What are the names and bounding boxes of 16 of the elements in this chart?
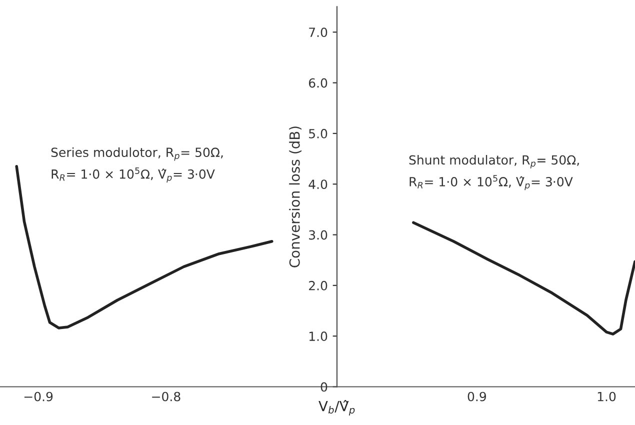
y-tick-label: 4.0 xyxy=(308,180,328,190)
x-tick-label: −0.8 xyxy=(152,392,180,402)
y-tick-label: 6.0 xyxy=(308,78,328,88)
y-tick-label: 2.0 xyxy=(309,280,328,290)
y-tick-label: 7.0 xyxy=(309,28,328,38)
x-tick-label: −0.9 xyxy=(24,392,53,402)
line-series xyxy=(412,221,635,336)
y-tick-label: 5.0 xyxy=(309,128,328,138)
y-tick-label: 3.0 xyxy=(309,230,328,240)
text: Shunt modulator, R$_{p}$= 50Ω, R$_{R}$= 1·0 × 10$^{5}$Ω, V̂$_{p}$= 3·0V xyxy=(409,154,579,190)
x-axis-title: V$_{b}$/V̂$_{p}$ xyxy=(318,400,355,416)
x-tick-label: 0.9 xyxy=(468,392,486,402)
x-tick-label: 1.0 xyxy=(598,392,616,402)
text: Series modulotor, R$_{p}$= 50Ω, R$_{R}$= 1·0 × 10$^{5}$Ω, V̂$_{p}$= 3·0V xyxy=(51,147,223,183)
y-tick-label: 1.0 xyxy=(309,332,328,342)
y-axis-title: Conversion loss (dB) xyxy=(289,126,302,268)
